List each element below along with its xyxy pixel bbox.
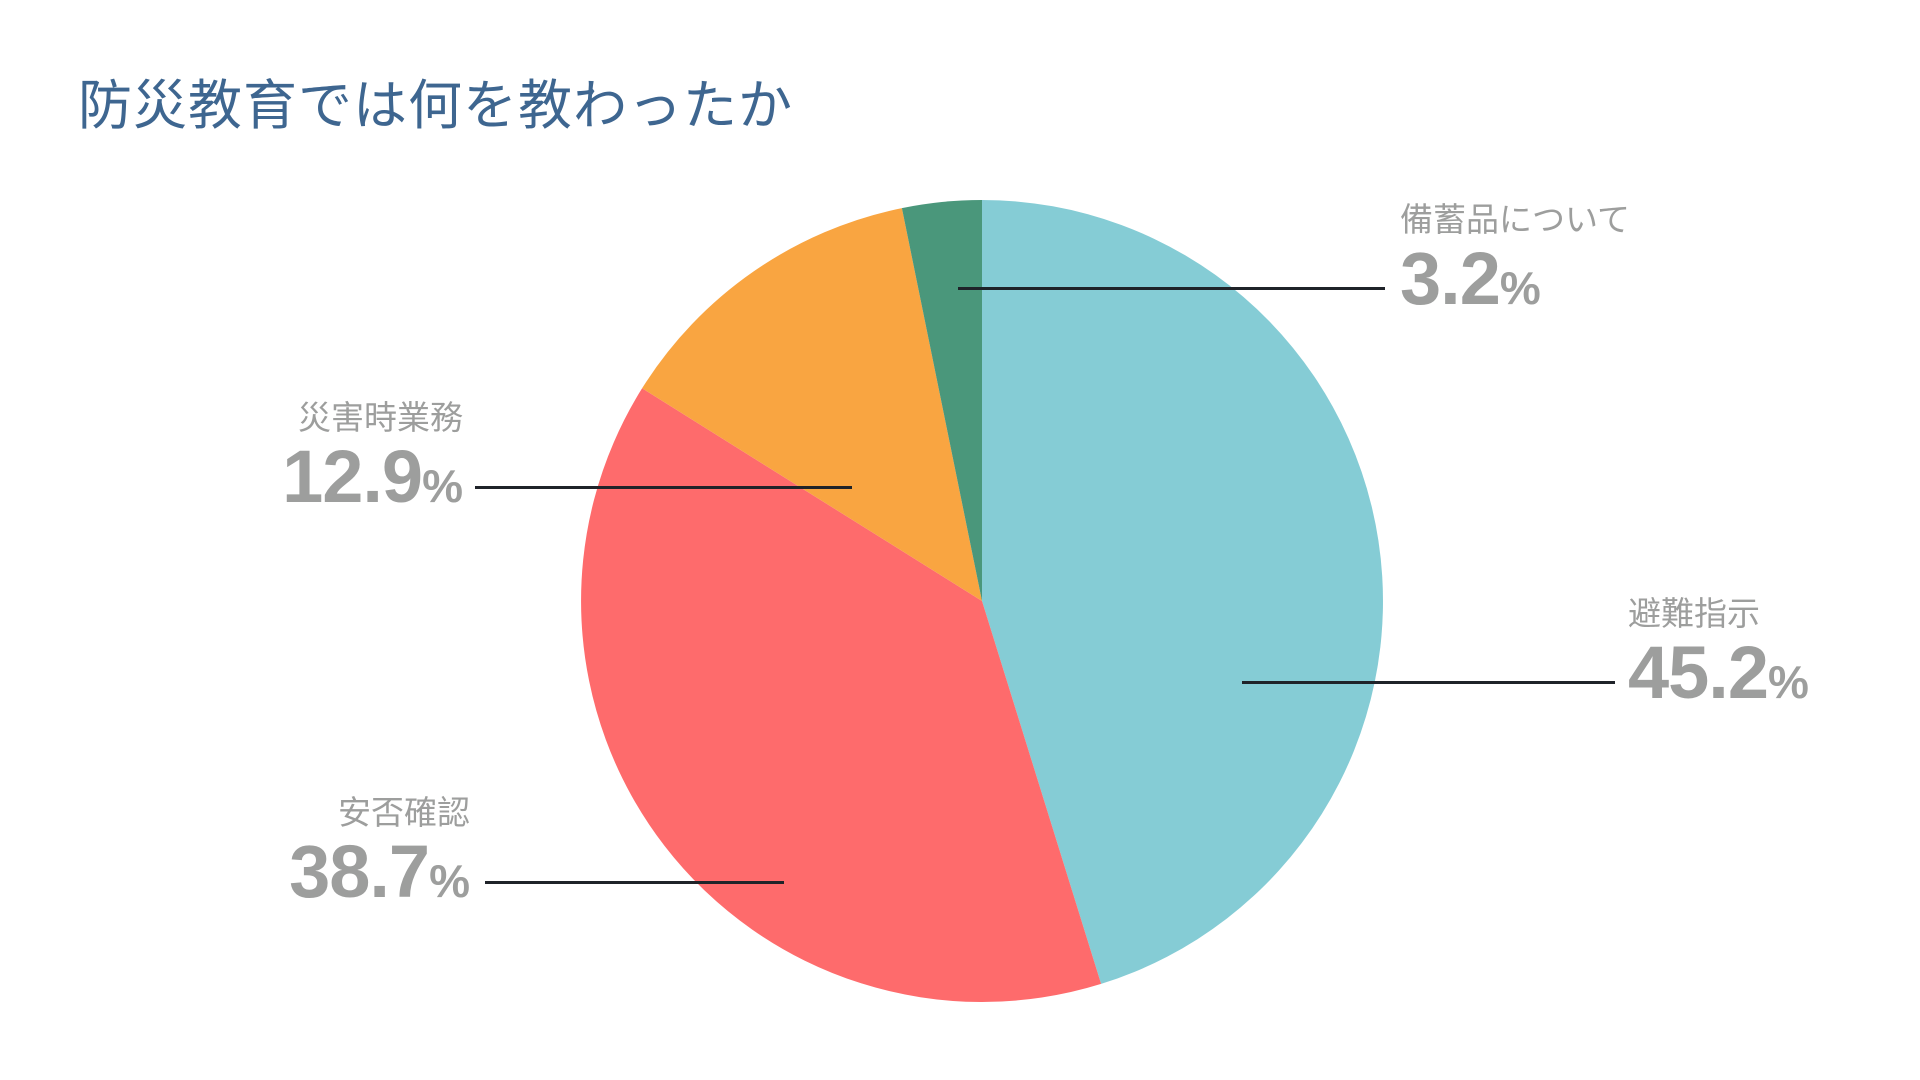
leader-line-safety-confirmation (485, 881, 784, 884)
slice-evacuation-instructions (982, 200, 1383, 984)
leader-line-evacuation (1242, 681, 1615, 684)
label-name: 備蓄品について (1400, 200, 1631, 239)
label-stockpile: 備蓄品について 3.2% (1400, 200, 1630, 327)
label-value: 38.7% (289, 830, 470, 913)
label-value: 12.9% (282, 435, 463, 518)
slice-stockpile (901, 200, 982, 601)
label-name: 災害時業務 (298, 398, 463, 437)
label-name: 避難指示 (1628, 594, 1760, 633)
label-name: 安否確認 (338, 793, 470, 832)
label-value: 45.2% (1628, 631, 1809, 714)
label-safety-confirmation: 安否確認 38.7% (289, 793, 470, 920)
slice-safety-confirmation (581, 388, 1102, 1002)
label-evacuation: 避難指示 45.2% (1628, 594, 1809, 721)
label-value: 3.2% (1400, 237, 1541, 320)
chart-title: 防災教育では何を教わったか (78, 74, 793, 137)
label-disaster-operations: 災害時業務 12.9% (282, 398, 463, 525)
leader-line-disaster-operations (475, 486, 852, 489)
slice-disaster-operations (642, 208, 982, 601)
leader-line-stockpile (958, 287, 1385, 290)
